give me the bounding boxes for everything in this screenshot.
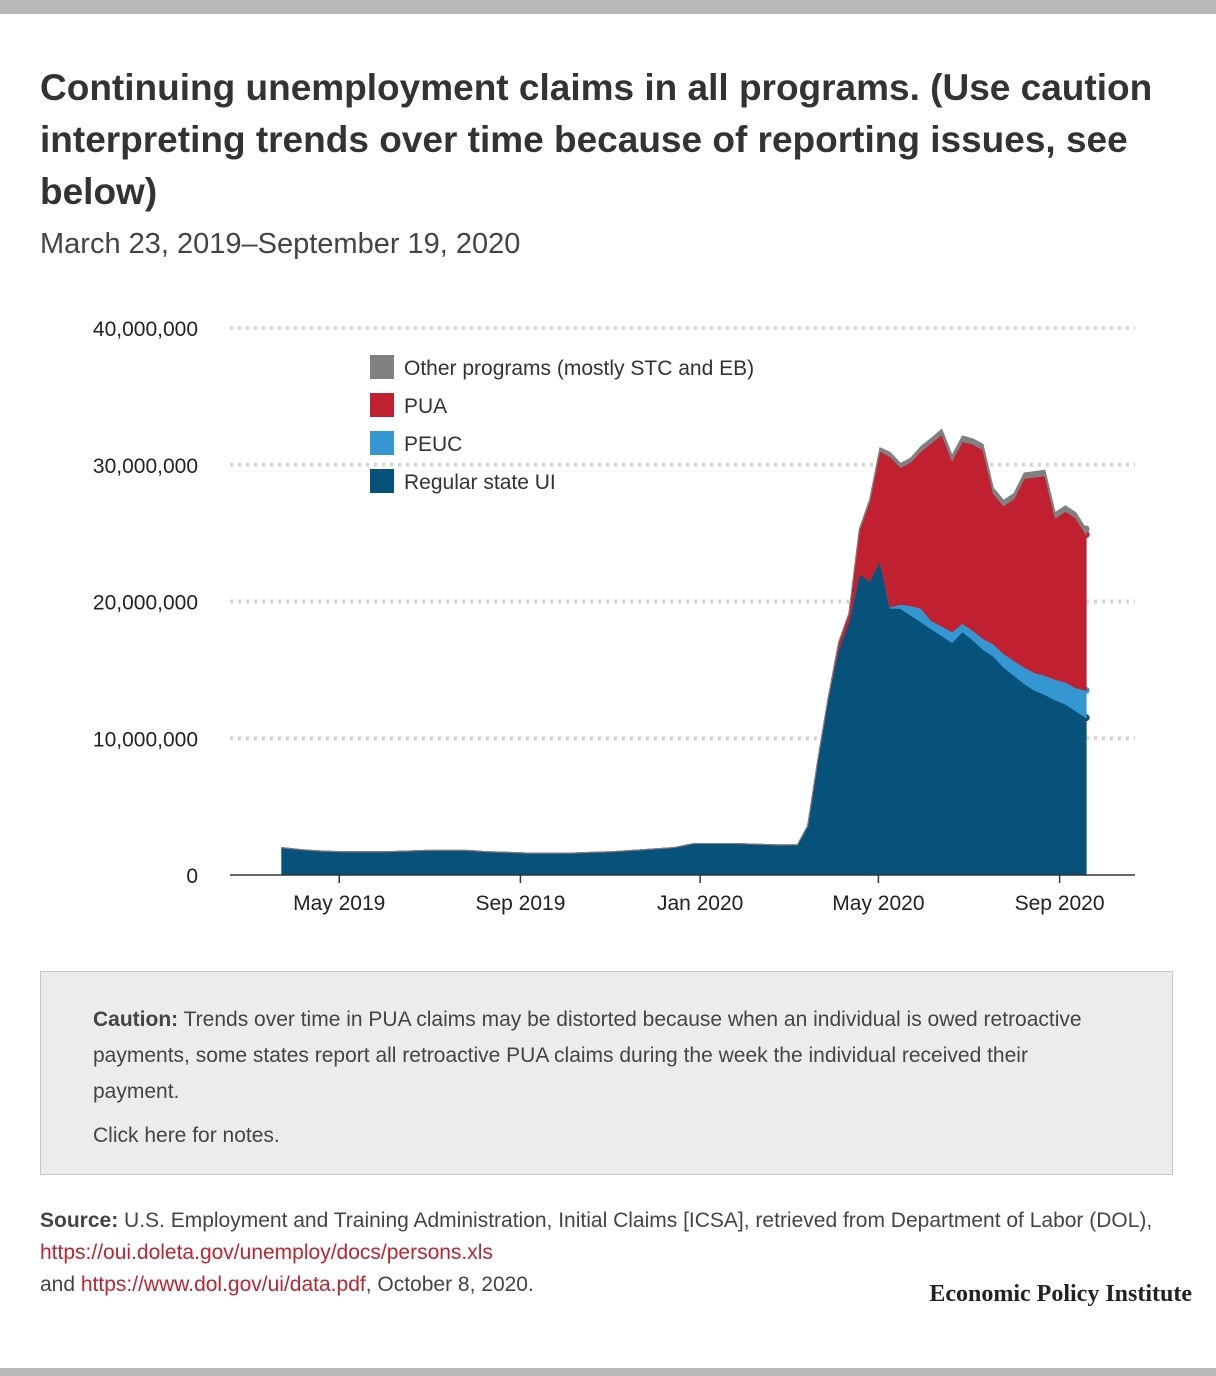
y-tick-label: 40,000,000 xyxy=(93,318,198,341)
source-label: Source: xyxy=(40,1209,119,1232)
y-tick-label: 20,000,000 xyxy=(93,592,198,615)
source-link-data-pdf[interactable]: https://www.dol.gov/ui/data.pdf xyxy=(80,1273,366,1296)
source-link-persons[interactable]: https://oui.doleta.gov/unemploy/docs/per… xyxy=(40,1241,493,1264)
x-tick-label: Sep 2019 xyxy=(475,892,565,915)
source-note: Source: U.S. Employment and Training Adm… xyxy=(40,1205,1160,1301)
caution-box: Caution: Trends over time in PUA claims … xyxy=(40,971,1173,1175)
x-tick-label: May 2020 xyxy=(832,892,924,915)
top-border xyxy=(0,0,1216,14)
notes-link[interactable]: Click here for notes. xyxy=(93,1124,280,1147)
legend-swatch xyxy=(370,393,394,417)
legend: Other programs (mostly STC and EB) PUA PEU… xyxy=(370,355,754,494)
chart-title: Continuing unemployment claims in all pr… xyxy=(40,67,1153,212)
epi-logo: Economic Policy Institute xyxy=(929,1281,1192,1307)
caution-body: Trends over time in PUA claims may be di… xyxy=(93,1008,1082,1103)
source-text-2: and xyxy=(40,1273,81,1296)
x-tick-label: Sep 2020 xyxy=(1015,892,1105,915)
legend-label: Regular state UI xyxy=(404,471,556,494)
caution-label: Caution: xyxy=(93,1008,179,1031)
caution-text: Caution: Trends over time in PUA claims … xyxy=(93,1002,1120,1110)
legend-label: PUA xyxy=(404,395,447,418)
source-text-3: , October 8, 2020. xyxy=(365,1273,534,1296)
legend-swatch xyxy=(370,431,394,455)
axes: 0 10,000,000 20,000,000 30,000,000 40,000,00… xyxy=(93,318,1135,915)
legend-label: PEUC xyxy=(404,433,462,456)
legend-swatch xyxy=(370,469,394,493)
stacked-areas xyxy=(281,428,1090,876)
x-tick-label: May 2019 xyxy=(293,892,385,915)
area-chart: 0 10,000,000 20,000,000 30,000,000 40,000,00… xyxy=(93,318,1135,915)
y-tick-label: 0 xyxy=(186,865,198,888)
source-text-1: U.S. Employment and Training Administrat… xyxy=(118,1209,1153,1232)
legend-swatch xyxy=(370,355,394,379)
y-tick-label: 30,000,000 xyxy=(93,455,198,478)
x-tick-label: Jan 2020 xyxy=(657,892,743,915)
legend-label: Other programs (mostly STC and EB) xyxy=(404,357,754,380)
bottom-border xyxy=(0,1368,1216,1376)
end-point-other-programs-mostly-stc-and-eb xyxy=(1082,525,1090,533)
y-tick-label: 10,000,000 xyxy=(93,728,198,751)
chart-subtitle: March 23, 2019–September 19, 2020 xyxy=(40,228,521,260)
